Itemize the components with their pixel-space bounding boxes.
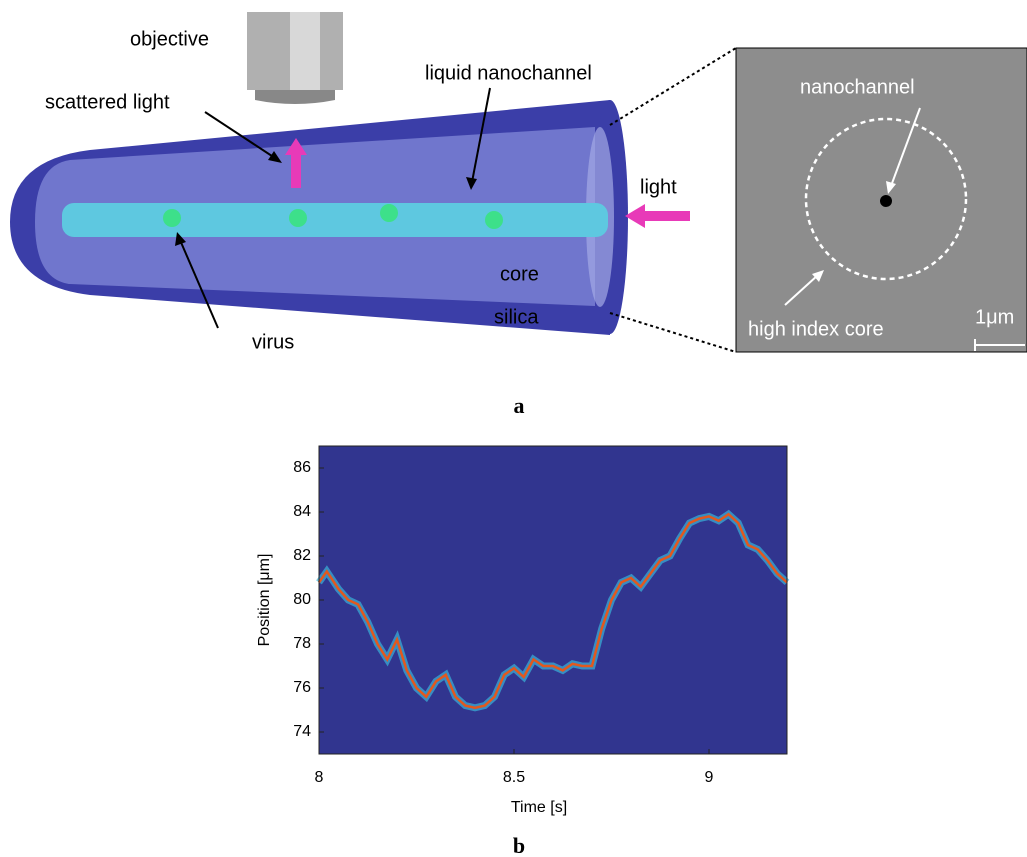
label: high index core (748, 318, 884, 340)
objective-highlight (290, 12, 320, 90)
pointer-head (175, 232, 186, 246)
scatter-arrow (285, 138, 307, 188)
x-tick-label: 9 (705, 769, 714, 786)
nanochannel (62, 203, 608, 237)
label: virus (252, 331, 294, 353)
label: liquid nanochannel (425, 62, 592, 84)
pointer (179, 239, 219, 329)
label: silica (494, 306, 539, 328)
pointer-head (268, 151, 282, 163)
label: nanochannel (800, 76, 915, 98)
y-tick-label: 76 (293, 679, 311, 696)
x-tick-label: 8 (315, 769, 324, 786)
x-tick-label: 8.5 (503, 769, 525, 786)
light-arrow (625, 204, 690, 228)
pointer-head (886, 181, 896, 194)
y-tick-label: 86 (293, 459, 311, 476)
x-axis-label: Time [s] (511, 799, 567, 816)
objective-lens (255, 90, 335, 104)
pointer (471, 87, 491, 183)
y-tick-label: 80 (293, 591, 311, 608)
y-tick-label: 78 (293, 635, 311, 652)
y-tick-label: 74 (293, 723, 311, 740)
plot-background (319, 446, 787, 754)
label: scattered light (45, 91, 170, 113)
trace-line (317, 512, 788, 710)
y-tick-label: 82 (293, 547, 311, 564)
pointer (890, 107, 921, 187)
pointer-head (812, 270, 824, 282)
virus-particle (289, 209, 307, 227)
label: 1μm (975, 306, 1014, 328)
label: objective (130, 28, 209, 50)
label: light (640, 176, 677, 198)
virus-particle (485, 211, 503, 229)
pointer (204, 111, 279, 161)
zoom-line (609, 312, 737, 353)
y-axis-label: Position [μm] (256, 554, 273, 647)
panel-label: b (513, 833, 525, 857)
label: core (500, 263, 539, 285)
virus-particle (163, 209, 181, 227)
channel-hole (880, 195, 892, 207)
zoom-line (609, 47, 737, 126)
pointer (784, 274, 819, 306)
virus-particle (380, 204, 398, 222)
core-outline (804, 117, 968, 281)
panel-label: a (514, 393, 525, 418)
pointer-head (466, 177, 477, 190)
y-tick-label: 84 (293, 503, 311, 520)
